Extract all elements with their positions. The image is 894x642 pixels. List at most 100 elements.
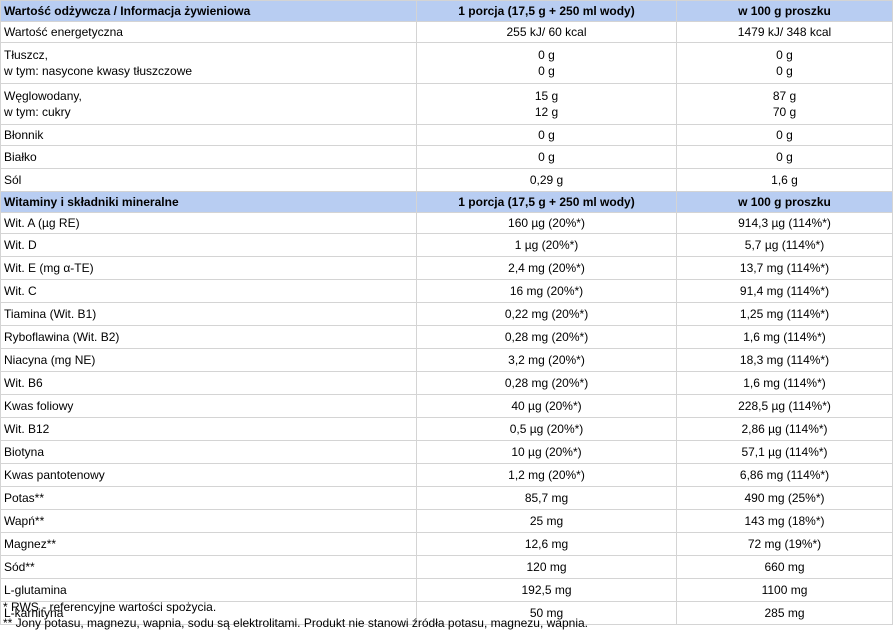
per-100g-value: 914,3 µg (114%*) <box>676 212 893 234</box>
nutrient-label: Białko <box>0 145 417 169</box>
header-per-100g: w 100 g proszku <box>676 191 893 213</box>
portion-value: 3,2 mg (20%*) <box>416 348 677 372</box>
nutrient-label-line: Węglowodany, <box>4 89 82 103</box>
nutrition-row: Tłuszcz, w tym: nasycone kwasy tłuszczowe… <box>0 42 893 84</box>
per-100g-value: 1,25 mg (114%*) <box>676 302 893 326</box>
portion-value-line: 15 g <box>534 89 559 103</box>
vitamin-row: Kwas pantotenowy 1,2 mg (20%*) 6,86 mg (11… <box>0 463 893 487</box>
vitamin-label: Kwas pantotenowy <box>0 463 417 487</box>
vitamin-row: Biotyna 10 µg (20%*) 57,1 µg (114%*) <box>0 440 893 464</box>
nutrition-row: Błonnik 0 g 0 g <box>0 124 893 146</box>
vitamin-row: Wit. C 16 mg (20%*) 91,4 mg (114%*) <box>0 279 893 303</box>
portion-value: 0 g <box>416 145 677 169</box>
per-100g-value: 13,7 mg (114%*) <box>676 256 893 280</box>
vitamin-row: L-glutamina 192,5 mg 1100 mg <box>0 578 893 602</box>
nutrient-label-line: w tym: nasycone kwasy tłuszczowe <box>4 64 193 78</box>
per-100g-value-line: 0 g <box>776 128 793 142</box>
portion-value: 50 mg <box>416 601 677 625</box>
footnotes: * RWS - referencyjne wartości spożycia. … <box>3 599 588 631</box>
per-100g-value: 285 mg <box>676 601 893 625</box>
header-portion: 1 porcja (17,5 g + 250 ml wody) <box>416 191 677 213</box>
vitamin-row: Ryboflawina (Wit. B2) 0,28 mg (20%*) 1,6 m… <box>0 325 893 349</box>
per-100g-value-line: 0 g <box>776 150 793 164</box>
vitamin-row: Wit. B6 0,28 mg (20%*) 1,6 mg (114%*) <box>0 371 893 395</box>
per-100g-value: 1100 mg <box>676 578 893 602</box>
nutrient-label: Błonnik <box>0 124 417 146</box>
nutrition-table: Wartość odżywcza / Informacja żywieniowa… <box>0 0 893 625</box>
footnote-rws: * RWS - referencyjne wartości spożycia. <box>3 600 217 614</box>
portion-value-line: 0 g <box>538 48 555 62</box>
per-100g-value: 5,7 µg (114%*) <box>676 233 893 257</box>
portion-value: 10 µg (20%*) <box>416 440 677 464</box>
per-100g-value-line: 70 g <box>772 105 797 119</box>
nutrient-label: Węglowodany, w tym: cukry <box>0 83 417 125</box>
vitamin-row: Wapń** 25 mg 143 mg (18%*) <box>0 509 893 533</box>
portion-value-line: 12 g <box>534 105 559 119</box>
per-100g-value: 18,3 mg (114%*) <box>676 348 893 372</box>
header-per-100g: w 100 g proszku <box>676 0 893 22</box>
per-100g-value-line: 1,6 g <box>771 173 798 187</box>
vitamin-row: Magnez** 12,6 mg 72 mg (19%*) <box>0 532 893 556</box>
per-100g-value: 72 mg (19%*) <box>676 532 893 556</box>
per-100g-value: 91,4 mg (114%*) <box>676 279 893 303</box>
header-nutrient: Witaminy i składniki mineralne <box>0 191 417 213</box>
vitamin-row: Kwas foliowy 40 µg (20%*) 228,5 µg (114%*) <box>0 394 893 418</box>
nutrient-label: Wartość energetyczna <box>0 21 417 43</box>
portion-value: 0 g <box>416 124 677 146</box>
per-100g-value: 490 mg (25%*) <box>676 486 893 510</box>
per-100g-value: 1,6 g <box>676 168 893 192</box>
vitamin-label: Ryboflawina (Wit. B2) <box>0 325 417 349</box>
nutrient-label: Tłuszcz, w tym: nasycone kwasy tłuszczowe <box>0 42 417 84</box>
portion-value: 1 µg (20%*) <box>416 233 677 257</box>
portion-value: 40 µg (20%*) <box>416 394 677 418</box>
portion-value: 0,22 mg (20%*) <box>416 302 677 326</box>
nutrient-label-line: Białko <box>4 150 37 164</box>
nutrient-label-line: Sól <box>4 173 22 187</box>
vitamin-label: Wapń** <box>0 509 417 533</box>
vitamins-header-row: Witaminy i składniki mineralne 1 porcja (… <box>0 191 893 213</box>
vitamin-row: Wit. B12 0,5 µg (20%*) 2,86 µg (114%*) <box>0 417 893 441</box>
vitamin-row: L-karnityna 50 mg 285 mg <box>0 601 893 625</box>
per-100g-value: 660 mg <box>676 555 893 579</box>
per-100g-value: 87 g 70 g <box>676 83 893 125</box>
vitamin-label: Wit. B6 <box>0 371 417 395</box>
vitamin-row: Sód** 120 mg 660 mg <box>0 555 893 579</box>
portion-value: 0,5 µg (20%*) <box>416 417 677 441</box>
vitamin-label: Tiamina (Wit. B1) <box>0 302 417 326</box>
nutrition-row: Wartość energetyczna 255 kJ/ 60 kcal 1479 … <box>0 21 893 43</box>
per-100g-value: 0 g <box>676 145 893 169</box>
portion-value-line: 0,29 g <box>529 173 564 187</box>
portion-value: 0,28 mg (20%*) <box>416 371 677 395</box>
per-100g-value: 57,1 µg (114%*) <box>676 440 893 464</box>
portion-value: 85,7 mg <box>416 486 677 510</box>
portion-value-line: 0 g <box>538 64 555 78</box>
vitamin-row: Wit. A (µg RE) 160 µg (20%*) 914,3 µg (114… <box>0 212 893 234</box>
portion-value: 120 mg <box>416 555 677 579</box>
footnote-electrolytes: ** Jony potasu, magnezu, wapnia, sodu są… <box>3 616 588 630</box>
per-100g-value: 1,6 mg (114%*) <box>676 325 893 349</box>
per-100g-value: 6,86 mg (114%*) <box>676 463 893 487</box>
portion-value: 15 g 12 g <box>416 83 677 125</box>
nutrient-label: Sól <box>0 168 417 192</box>
per-100g-value-line: 87 g <box>772 89 797 103</box>
vitamin-label: Wit. E (mg α-TE) <box>0 256 417 280</box>
vitamin-row: Wit. E (mg α-TE) 2,4 mg (20%*) 13,7 mg (11… <box>0 256 893 280</box>
nutrition-table-body: Wartość odżywcza / Informacja żywieniowa… <box>0 0 893 625</box>
vitamin-row: Tiamina (Wit. B1) 0,22 mg (20%*) 1,25 mg (… <box>0 302 893 326</box>
portion-value: 12,6 mg <box>416 532 677 556</box>
vitamin-label: Wit. A (µg RE) <box>0 212 417 234</box>
vitamin-label: Niacyna (mg NE) <box>0 348 417 372</box>
nutrition-row: Sól 0,29 g 1,6 g <box>0 168 893 192</box>
vitamin-label: Magnez** <box>0 532 417 556</box>
vitamin-label: Potas** <box>0 486 417 510</box>
portion-value-line: 0 g <box>538 128 555 142</box>
portion-value: 2,4 mg (20%*) <box>416 256 677 280</box>
nutrition-header-row: Wartość odżywcza / Informacja żywieniowa… <box>0 0 893 22</box>
portion-value: 25 mg <box>416 509 677 533</box>
portion-value: 192,5 mg <box>416 578 677 602</box>
per-100g-value: 143 mg (18%*) <box>676 509 893 533</box>
per-100g-value-line: 0 g <box>776 64 793 78</box>
portion-value: 16 mg (20%*) <box>416 279 677 303</box>
